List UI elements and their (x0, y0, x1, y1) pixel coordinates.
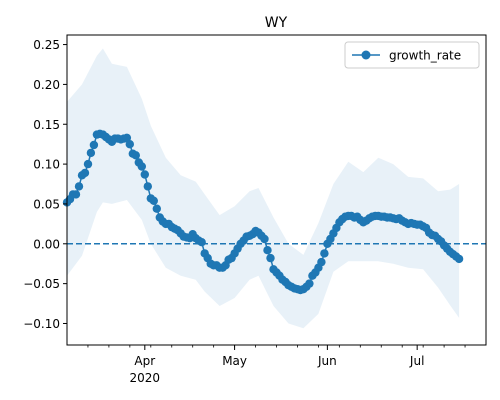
data-point (197, 238, 206, 247)
y-tick-label: −0.10 (23, 317, 60, 331)
x-tick-label: Jun (317, 354, 337, 368)
data-point (140, 170, 149, 179)
data-point (89, 140, 99, 150)
data-point (83, 159, 93, 169)
data-point (86, 148, 96, 158)
legend-marker-swatch (361, 50, 371, 60)
data-point (137, 162, 146, 171)
y-tick-label: 0.10 (33, 158, 60, 172)
y-tick-label: −0.05 (23, 277, 60, 291)
legend: growth_rate (344, 41, 480, 69)
data-point (454, 254, 464, 264)
y-tick-label: 0.00 (33, 237, 60, 251)
axes: −0.10 −0.05 0.00 0.05 0.10 0.15 0.20 0.25 Apr 202… (23, 34, 487, 385)
data-point (263, 246, 272, 255)
data-point (74, 182, 84, 191)
x-tick-label: Jul (409, 354, 424, 368)
data-point (260, 234, 269, 244)
x-tick-label: Apr (134, 354, 155, 368)
data-point (320, 249, 329, 258)
data-point (125, 140, 134, 149)
y-tick-label: 0.20 (33, 78, 60, 92)
y-tick-label: 0.25 (33, 38, 60, 52)
data-point (266, 253, 275, 263)
confidence-band (67, 48, 460, 329)
legend-label: growth_rate (389, 49, 461, 63)
data-point (71, 190, 81, 199)
data-point (149, 196, 158, 205)
chart-title: WY (265, 15, 288, 31)
x-tick-year-label: 2020 (130, 371, 161, 385)
series-layer (62, 129, 464, 295)
legend-frame (344, 41, 480, 69)
data-point (143, 182, 152, 191)
data-point (152, 204, 161, 213)
data-point (131, 151, 140, 160)
data-point (80, 168, 90, 178)
confidence-band-layer (67, 48, 460, 329)
data-point (122, 133, 132, 142)
data-point (305, 279, 314, 288)
x-tick-label: May (222, 354, 247, 368)
y-tick-label: 0.15 (33, 118, 60, 132)
data-point (317, 257, 326, 267)
plot-area: −0.10 −0.05 0.00 0.05 0.10 0.15 0.20 0.25 Apr 202… (23, 34, 487, 385)
y-tick-label: 0.05 (33, 197, 60, 211)
